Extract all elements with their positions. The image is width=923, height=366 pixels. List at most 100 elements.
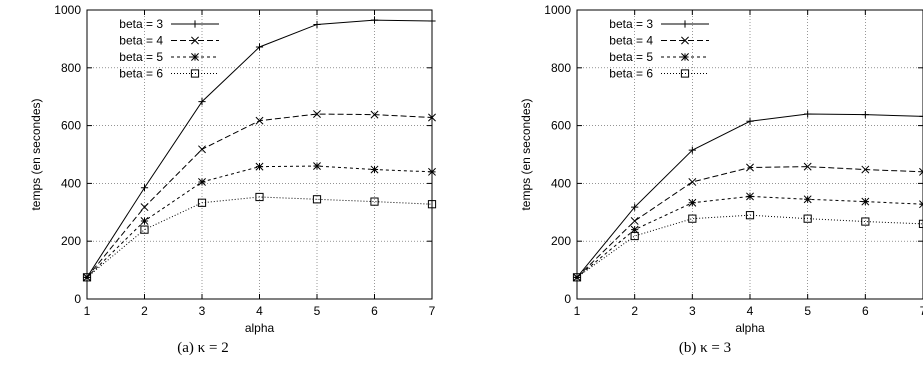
gridlines xyxy=(87,10,432,299)
legend-label: beta = 6 xyxy=(609,67,653,81)
chart-panel-a: 0 200 400 600 800 1000 1 2 3 4 5 6 7 alpha temps (en s… xyxy=(29,3,437,356)
x-tick-label: 2 xyxy=(141,304,148,318)
legend-marker xyxy=(681,20,689,28)
legend-label: beta = 6 xyxy=(119,67,163,81)
data-point-marker xyxy=(803,162,812,171)
data-point-marker xyxy=(688,178,697,186)
x-tick-label: 1 xyxy=(574,304,581,318)
data-point-marker xyxy=(428,167,436,176)
data-point-marker xyxy=(255,43,264,51)
data-point-marker xyxy=(427,200,437,209)
x-tick-label: 4 xyxy=(256,304,263,318)
data-point-marker xyxy=(428,17,436,25)
data-point-marker xyxy=(688,214,697,223)
figure-caption: (a) κ = 2 xyxy=(177,340,228,356)
data-point-marker xyxy=(370,110,379,119)
x-tick-label: 3 xyxy=(689,304,696,318)
series-beta-5 xyxy=(573,192,923,282)
data-point-marker xyxy=(919,112,923,120)
legend-marker xyxy=(191,20,199,28)
series-beta-5 xyxy=(83,162,436,282)
data-point-marker xyxy=(861,111,869,119)
data-point-marker xyxy=(140,184,149,192)
x-tick-label: 1 xyxy=(84,304,91,318)
data-point-marker xyxy=(861,165,870,174)
x-tick-label: 7 xyxy=(920,304,923,318)
data-point-marker xyxy=(370,197,379,206)
data-point-marker xyxy=(255,192,264,202)
legend-label: beta = 4 xyxy=(609,34,653,48)
data-point-marker xyxy=(630,231,639,241)
y-tick-label: 600 xyxy=(61,119,81,133)
x-tick-label: 6 xyxy=(371,304,378,318)
data-point-marker xyxy=(631,203,639,211)
data-point-marker xyxy=(313,162,321,171)
data-point-marker xyxy=(803,195,812,204)
x-tick-label: 5 xyxy=(804,304,811,318)
series-line xyxy=(86,165,433,278)
y-tick-label: 400 xyxy=(61,176,81,190)
legend-label: beta = 5 xyxy=(119,50,163,64)
data-point-marker xyxy=(140,217,149,225)
data-point-marker xyxy=(572,273,582,282)
legend-label: beta = 3 xyxy=(119,17,163,31)
y-axis-label: temps (en secondes) xyxy=(519,98,533,210)
data-point-marker xyxy=(745,211,755,220)
data-point-marker xyxy=(630,225,639,234)
data-point-marker xyxy=(313,20,321,29)
data-point-marker xyxy=(198,178,206,186)
series-beta-6 xyxy=(82,192,437,282)
data-point-marker xyxy=(255,116,264,125)
y-tick-label: 600 xyxy=(551,119,571,133)
y-tick-label: 1000 xyxy=(544,3,571,17)
gridlines xyxy=(577,10,923,299)
x-tick-label: 6 xyxy=(862,304,869,318)
data-point-marker xyxy=(919,200,923,209)
x-tick-label: 2 xyxy=(631,304,638,318)
chart-panel-b: 0 200 400 600 800 1000 1 2 3 4 5 6 7 alpha temps (en s… xyxy=(519,3,923,356)
data-point-marker xyxy=(370,16,379,24)
data-point-marker xyxy=(198,98,206,106)
data-point-marker xyxy=(804,110,812,118)
series-beta-3 xyxy=(83,16,436,281)
legend-marker xyxy=(681,53,689,61)
y-tick-label: 400 xyxy=(551,176,571,190)
legend-label: beta = 4 xyxy=(119,34,163,48)
legend-label: beta = 3 xyxy=(609,17,653,31)
y-tick-label: 0 xyxy=(74,292,81,306)
x-tick-label: 3 xyxy=(199,304,206,318)
data-point-marker xyxy=(688,198,697,207)
data-point-marker xyxy=(140,203,149,212)
series-beta-6 xyxy=(572,211,923,282)
x-axis-label: alpha xyxy=(735,321,765,335)
legend-marker xyxy=(191,53,199,61)
legend-marker xyxy=(191,36,199,45)
legend-marker xyxy=(190,69,200,78)
data-point-marker xyxy=(746,117,754,125)
data-point-marker xyxy=(688,146,696,154)
data-point-marker xyxy=(918,219,923,228)
data-point-marker xyxy=(746,192,754,201)
data-point-marker xyxy=(630,217,639,225)
data-point-marker xyxy=(312,195,322,204)
x-tick-label: 5 xyxy=(314,304,321,318)
y-axis-label: temps (en secondes) xyxy=(29,98,43,210)
legend: beta = 3 beta = 4 beta = 5 beta = 6 xyxy=(119,17,219,81)
y-tick-label: 0 xyxy=(564,292,571,306)
data-point-marker xyxy=(861,217,870,226)
legend-marker xyxy=(680,69,690,78)
series-line xyxy=(86,113,433,278)
data-point-marker xyxy=(313,110,321,118)
y-tick-label: 200 xyxy=(61,234,81,248)
y-tick-label: 200 xyxy=(551,234,571,248)
legend-marker xyxy=(681,36,689,45)
legend: beta = 3 beta = 4 beta = 5 beta = 6 xyxy=(609,17,709,81)
data-point-marker xyxy=(370,165,379,174)
data-point-marker xyxy=(197,198,207,207)
data-point-marker xyxy=(140,225,149,234)
legend-label: beta = 5 xyxy=(609,50,653,64)
data-point-marker xyxy=(428,113,436,122)
y-tick-label: 1000 xyxy=(54,3,81,17)
